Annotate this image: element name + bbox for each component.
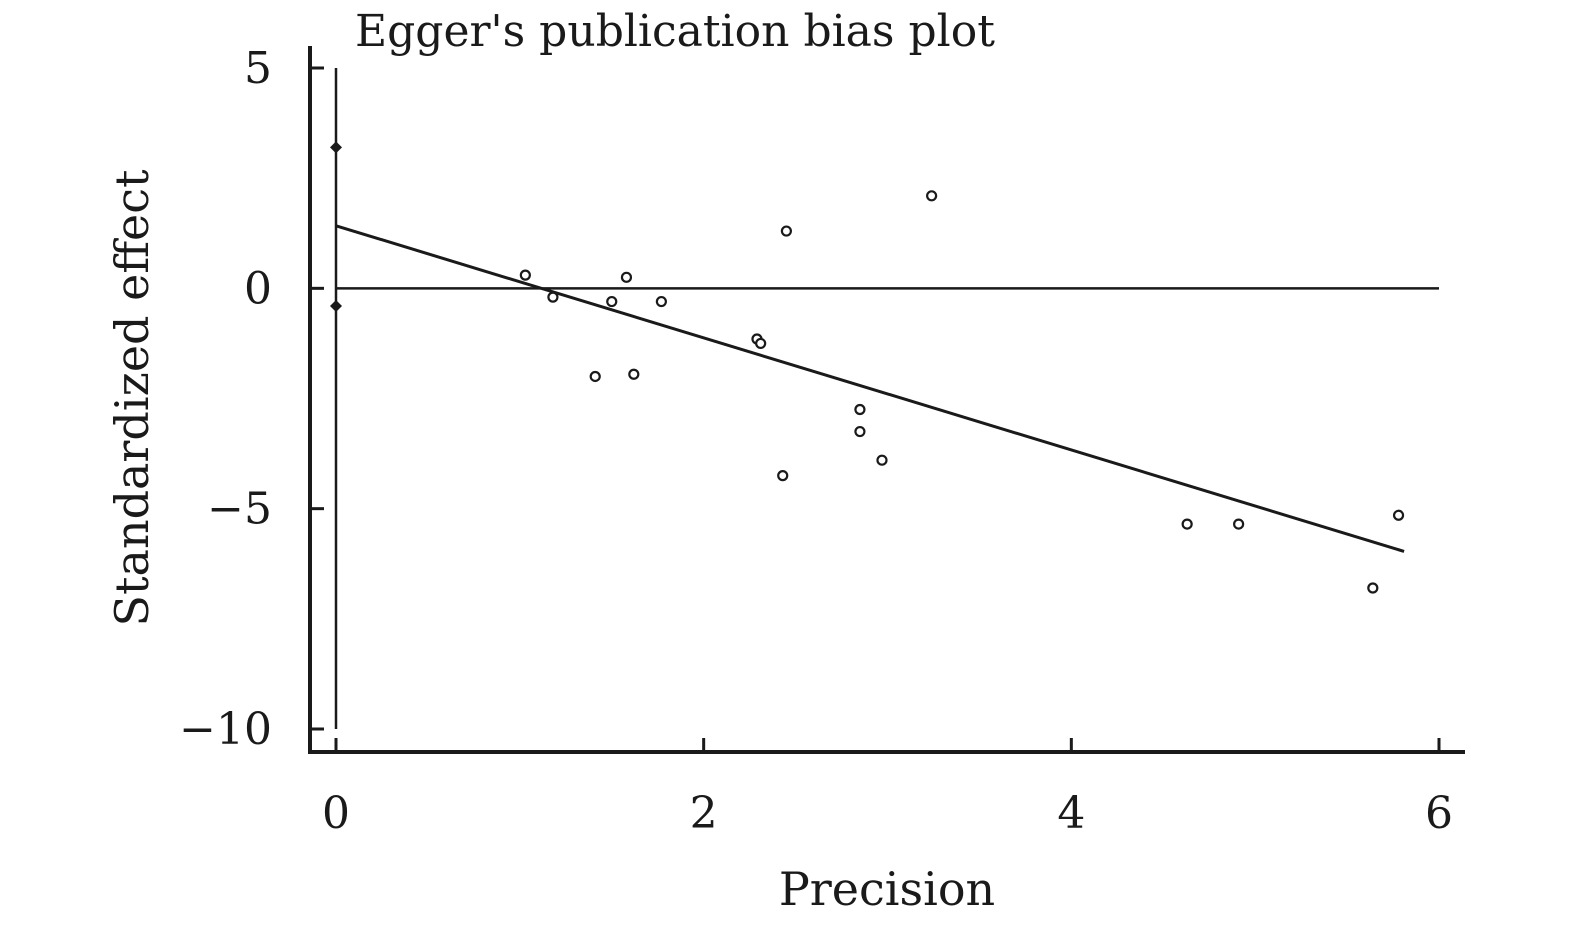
y-tick-label: −5 — [207, 484, 272, 535]
data-point — [926, 190, 938, 202]
data-point — [876, 454, 888, 466]
y-tick-label: 0 — [244, 263, 272, 314]
data-point — [1367, 582, 1379, 594]
data-point — [1392, 509, 1405, 521]
data-point — [777, 470, 789, 482]
data-point — [628, 368, 640, 380]
data-point — [589, 370, 601, 383]
data-point — [655, 295, 667, 308]
data-point — [854, 403, 866, 416]
x-tick-label: 4 — [1057, 788, 1085, 839]
data-point — [780, 225, 792, 237]
y-tick-label: −10 — [179, 704, 272, 755]
data-point — [1181, 518, 1193, 530]
y-tick-label: 5 — [244, 43, 272, 94]
data-point — [547, 291, 559, 303]
y-axis-label: Standardized effect — [105, 169, 159, 626]
data-point — [620, 271, 633, 283]
x-tick-label: 2 — [690, 788, 718, 839]
data-point — [1233, 518, 1245, 530]
chart-title: Egger's publication bias plot — [355, 6, 995, 57]
data-point — [755, 337, 767, 350]
regression-line — [335, 224, 1405, 553]
data-point — [519, 269, 531, 281]
data-point — [854, 425, 866, 438]
intercept-marker — [330, 299, 342, 312]
x-tick-label: 0 — [322, 788, 350, 839]
x-axis-label: Precision — [779, 862, 995, 916]
data-point — [606, 295, 618, 308]
intercept-marker — [330, 141, 342, 154]
x-tick-label: 6 — [1425, 788, 1453, 839]
